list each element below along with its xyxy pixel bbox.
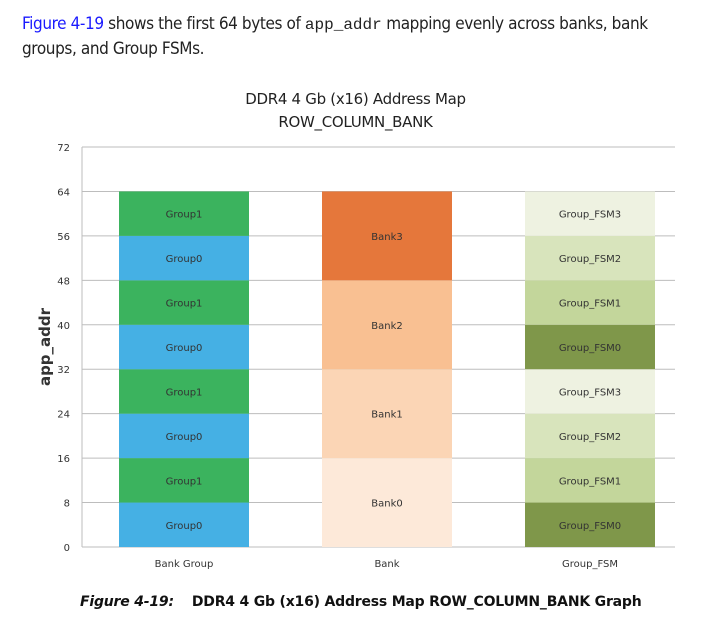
stack-segment xyxy=(119,280,249,325)
segment-label: Group_FSM2 xyxy=(559,432,621,443)
y-tick-label: 64 xyxy=(57,187,70,198)
y-tick-label: 32 xyxy=(57,365,70,376)
stack-segment xyxy=(119,502,249,547)
segment-label: Group_FSM2 xyxy=(559,254,621,265)
caption-text: DDR4 4 Gb (x16) Address Map ROW_COLUMN_B… xyxy=(191,594,642,610)
y-tick-label: 72 xyxy=(57,143,70,154)
y-tick-label: 48 xyxy=(57,276,70,287)
stack-segment xyxy=(119,191,249,236)
segment-label: Group0 xyxy=(166,521,203,532)
stack-segment xyxy=(525,458,655,503)
x-category-label: Group_FSM xyxy=(562,559,618,570)
y-tick-label: 16 xyxy=(57,454,70,465)
segment-label: Group_FSM1 xyxy=(559,299,621,310)
segment-label: Group0 xyxy=(166,254,203,265)
y-axis-label: app_addr xyxy=(36,307,54,386)
segment-label: Group_FSM3 xyxy=(559,387,621,398)
caption-label: Figure 4-19: xyxy=(80,594,174,610)
stack-segment xyxy=(322,191,452,281)
y-tick-label: 56 xyxy=(57,232,70,243)
x-category-label: Bank xyxy=(374,559,399,570)
y-tick-label: 0 xyxy=(64,543,70,554)
code-app-addr: app_addr xyxy=(304,16,382,34)
stack-segment xyxy=(119,235,249,281)
stack-segment xyxy=(119,324,249,370)
intro-paragraph: Figure 4-19 shows the first 64 bytes of … xyxy=(22,12,702,61)
stack-segment xyxy=(525,502,655,547)
y-tick-label: 24 xyxy=(57,410,70,421)
segment-label: Bank3 xyxy=(371,232,402,243)
y-tick-label: 40 xyxy=(57,321,70,332)
stack-segment xyxy=(322,458,452,547)
stack-segment xyxy=(119,458,249,503)
segment-label: Bank1 xyxy=(371,410,402,421)
x-category-label: Bank Group xyxy=(155,559,214,570)
stack-segment xyxy=(525,369,655,414)
stack-segment xyxy=(525,191,655,236)
segment-label: Group1 xyxy=(166,387,203,398)
para-text: mapping evenly across banks, bank groups… xyxy=(22,14,648,59)
chart-title: DDR4 4 Gb (x16) Address Map xyxy=(245,90,466,108)
figure-caption: Figure 4-19: DDR4 4 Gb (x16) Address Map … xyxy=(80,594,642,610)
stack-segment xyxy=(525,280,655,325)
segment-label: Group_FSM0 xyxy=(559,521,621,532)
y-tick-label: 8 xyxy=(64,499,70,510)
segment-label: Group0 xyxy=(166,432,203,443)
segment-label: Group1 xyxy=(166,210,203,221)
chart-subtitle: ROW_COLUMN_BANK xyxy=(278,113,433,131)
stack-segment xyxy=(525,235,655,281)
figure-link[interactable]: Figure 4-19 xyxy=(22,14,104,34)
segment-label: Group_FSM1 xyxy=(559,476,621,487)
segment-label: Group_FSM0 xyxy=(559,343,621,354)
para-text: shows the first 64 bytes of xyxy=(103,14,305,34)
stack-segment xyxy=(119,413,249,459)
segment-label: Group0 xyxy=(166,343,203,354)
segment-label: Bank2 xyxy=(371,321,402,332)
segment-label: Group1 xyxy=(166,476,203,487)
segment-label: Group1 xyxy=(166,299,203,310)
stack-segment xyxy=(525,413,655,459)
stack-segment xyxy=(119,369,249,414)
stack-segment xyxy=(322,369,452,459)
segment-label: Bank0 xyxy=(371,499,402,510)
stack-segment xyxy=(322,280,452,370)
stack-segment xyxy=(525,324,655,370)
segment-label: Group_FSM3 xyxy=(559,210,621,221)
